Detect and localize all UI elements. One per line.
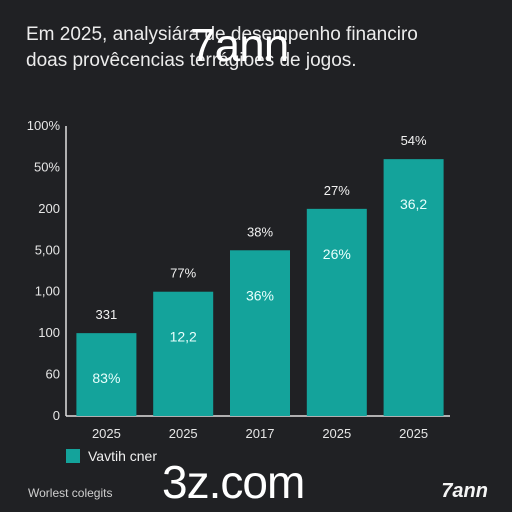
bar	[383, 159, 444, 416]
bar-label-inside: 83%	[92, 370, 120, 386]
bar-label-inside: 12,2	[170, 329, 197, 345]
legend-label: Vavtih cner	[88, 448, 157, 464]
y-tick-label: 100	[38, 325, 60, 340]
y-tick-label: 50%	[34, 159, 60, 174]
x-tick-label: 2025	[169, 426, 198, 441]
bar	[153, 291, 214, 416]
footer-logo: 7ann	[441, 480, 488, 502]
watermark-bottom: 3z.com	[162, 456, 305, 508]
legend: Vavtih cner	[66, 448, 157, 464]
y-tick-label: 100%	[27, 118, 61, 133]
bar-label-inside: 36,2	[400, 196, 427, 212]
y-tick-label: 1,00	[35, 284, 60, 299]
bar-label-above: 331	[96, 307, 118, 322]
chart-title: Em 2025, analysiára de desempenho financ…	[26, 22, 496, 74]
footer-source: Worlest colegits	[28, 486, 113, 500]
y-tick-label: 200	[38, 201, 60, 216]
bar	[76, 333, 137, 416]
chart-title-line-1: Em 2025, analysiára de desempenho financ…	[26, 24, 418, 45]
bar-label-above: 77%	[170, 266, 196, 281]
y-tick-label: 0	[53, 408, 60, 423]
y-tick-label: 60	[46, 367, 60, 382]
legend-swatch	[66, 449, 80, 463]
x-tick-label: 2025	[322, 426, 351, 441]
y-tick-label: 5,00	[35, 242, 60, 257]
x-tick-label: 2025	[92, 426, 121, 441]
watermark-top: 7ann	[190, 19, 289, 71]
x-tick-label: 2017	[246, 426, 275, 441]
bar-label-inside: 26%	[323, 246, 351, 262]
bar-label-above: 54%	[401, 133, 427, 148]
bar	[230, 250, 290, 416]
x-tick-label: 2025	[399, 426, 428, 441]
bar-label-above: 27%	[324, 183, 350, 198]
chart-title-line-2: doas provêcencias terrágioes de jogos.	[26, 50, 357, 71]
bar	[306, 208, 367, 416]
bar-label-inside: 36%	[246, 287, 274, 303]
bar-label-above: 38%	[247, 224, 273, 239]
